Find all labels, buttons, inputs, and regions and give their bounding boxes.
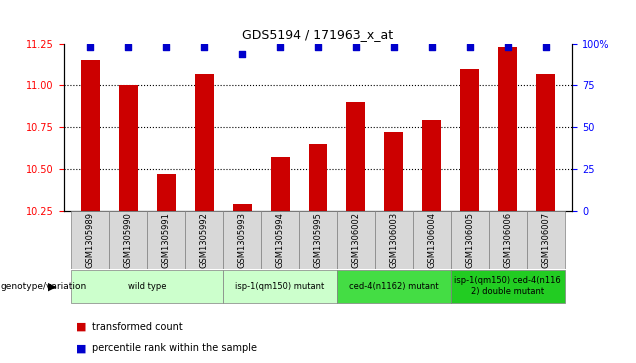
Bar — [527, 211, 565, 269]
Text: genotype/variation: genotype/variation — [1, 282, 87, 291]
Bar — [337, 270, 451, 303]
Bar — [347, 102, 366, 211]
Text: GSM1306004: GSM1306004 — [427, 212, 436, 268]
Bar — [147, 211, 185, 269]
Text: GSM1306006: GSM1306006 — [503, 212, 513, 268]
Bar — [375, 211, 413, 269]
Bar — [499, 47, 517, 211]
Point — [503, 44, 513, 50]
Text: ■: ■ — [76, 343, 87, 354]
Text: GSM1305995: GSM1305995 — [314, 212, 322, 268]
Bar — [261, 211, 299, 269]
Point — [161, 44, 171, 50]
Bar — [299, 211, 337, 269]
Text: GSM1305994: GSM1305994 — [275, 212, 284, 268]
Bar — [460, 69, 480, 211]
Title: GDS5194 / 171963_x_at: GDS5194 / 171963_x_at — [242, 28, 394, 41]
Text: GSM1305990: GSM1305990 — [123, 212, 133, 268]
Bar — [270, 157, 289, 211]
Point — [199, 44, 209, 50]
Point — [389, 44, 399, 50]
Text: ced-4(n1162) mutant: ced-4(n1162) mutant — [349, 282, 439, 290]
Bar — [185, 211, 223, 269]
Bar — [489, 211, 527, 269]
Bar — [422, 121, 441, 211]
Text: GSM1305989: GSM1305989 — [86, 212, 95, 268]
Bar — [451, 270, 565, 303]
Text: ■: ■ — [76, 322, 87, 332]
Text: percentile rank within the sample: percentile rank within the sample — [92, 343, 257, 354]
Text: GSM1305992: GSM1305992 — [200, 212, 209, 268]
Bar — [413, 211, 451, 269]
Text: transformed count: transformed count — [92, 322, 183, 332]
Point — [427, 44, 437, 50]
Bar — [451, 211, 489, 269]
Point — [123, 44, 133, 50]
Bar — [384, 132, 403, 211]
Text: GSM1306007: GSM1306007 — [541, 212, 550, 268]
Point — [275, 44, 285, 50]
Text: wild type: wild type — [128, 282, 167, 290]
Bar — [223, 270, 337, 303]
Bar — [195, 74, 214, 211]
Bar — [119, 85, 137, 211]
Text: isp-1(qm150) mutant: isp-1(qm150) mutant — [235, 282, 324, 290]
Bar — [109, 211, 147, 269]
Text: ▶: ▶ — [48, 282, 57, 292]
Text: GSM1306005: GSM1306005 — [466, 212, 474, 268]
Bar — [156, 174, 176, 211]
Text: GSM1305991: GSM1305991 — [162, 212, 170, 268]
Text: GSM1306003: GSM1306003 — [389, 212, 398, 268]
Point — [237, 51, 247, 57]
Point — [313, 44, 323, 50]
Point — [85, 44, 95, 50]
Bar — [71, 211, 109, 269]
Bar — [81, 60, 100, 211]
Text: GSM1305993: GSM1305993 — [238, 212, 247, 268]
Bar — [308, 144, 328, 211]
Bar — [71, 270, 223, 303]
Bar — [223, 211, 261, 269]
Point — [541, 44, 551, 50]
Bar — [536, 74, 555, 211]
Point — [465, 44, 475, 50]
Text: GSM1306002: GSM1306002 — [352, 212, 361, 268]
Bar — [337, 211, 375, 269]
Text: isp-1(qm150) ced-4(n116
2) double mutant: isp-1(qm150) ced-4(n116 2) double mutant — [455, 276, 561, 296]
Point — [351, 44, 361, 50]
Bar — [233, 204, 252, 211]
